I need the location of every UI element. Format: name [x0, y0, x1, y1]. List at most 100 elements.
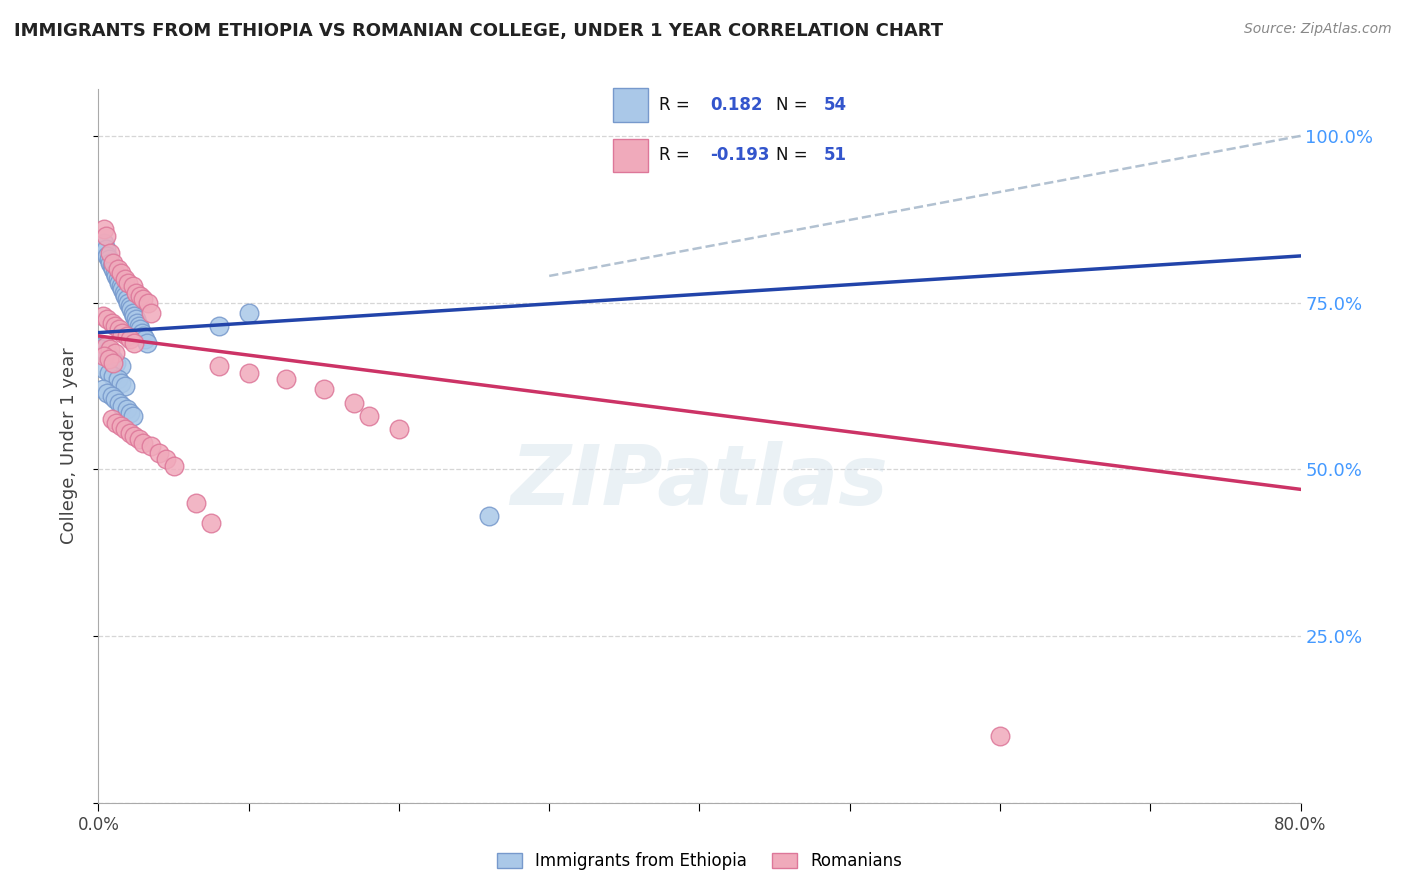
Text: ZIPatlas: ZIPatlas	[510, 442, 889, 522]
Point	[115, 329, 138, 343]
Text: 54: 54	[824, 96, 846, 114]
Point	[108, 276, 131, 290]
Point	[200, 516, 222, 530]
Point	[104, 345, 127, 359]
Point	[94, 242, 117, 256]
Point	[103, 262, 125, 277]
Point	[100, 255, 122, 269]
Point	[110, 376, 132, 390]
Point	[105, 356, 128, 370]
Bar	[613, 88, 648, 122]
Point	[96, 249, 118, 263]
Y-axis label: College, Under 1 year: College, Under 1 year	[59, 348, 77, 544]
Point	[117, 295, 139, 310]
Point	[96, 385, 118, 400]
Point	[97, 252, 120, 267]
Point	[101, 412, 124, 426]
Point	[125, 312, 148, 326]
Point	[155, 452, 177, 467]
Point	[139, 439, 162, 453]
Point	[125, 285, 148, 300]
Point	[129, 289, 152, 303]
Point	[103, 356, 125, 370]
Point	[148, 445, 170, 459]
Point	[117, 276, 139, 290]
Point	[103, 368, 125, 383]
Point	[129, 322, 152, 336]
Point	[110, 266, 132, 280]
Point	[128, 318, 150, 333]
Point	[93, 222, 115, 236]
Point	[122, 409, 145, 423]
Point	[114, 272, 136, 286]
Legend: Immigrants from Ethiopia, Romanians: Immigrants from Ethiopia, Romanians	[491, 846, 908, 877]
Point	[101, 316, 124, 330]
Point	[93, 349, 115, 363]
Text: -0.193: -0.193	[710, 146, 769, 164]
Text: Source: ZipAtlas.com: Source: ZipAtlas.com	[1244, 22, 1392, 37]
Point	[105, 416, 128, 430]
Text: 0.182: 0.182	[710, 96, 762, 114]
Point	[118, 299, 141, 313]
Point	[388, 422, 411, 436]
Point	[90, 343, 112, 357]
Point	[124, 335, 146, 350]
Point	[208, 359, 231, 373]
Bar	[613, 138, 648, 172]
Point	[105, 268, 128, 283]
Point	[94, 339, 117, 353]
Point	[104, 266, 127, 280]
Point	[238, 366, 260, 380]
Point	[94, 345, 117, 359]
Point	[114, 289, 136, 303]
Text: N =: N =	[776, 146, 807, 164]
Point	[104, 318, 127, 333]
Point	[97, 366, 120, 380]
Point	[107, 372, 129, 386]
Point	[101, 389, 124, 403]
Point	[107, 272, 129, 286]
Point	[114, 379, 136, 393]
Point	[91, 339, 114, 353]
Point	[110, 419, 132, 434]
Point	[343, 395, 366, 409]
Point	[134, 332, 156, 346]
Point	[93, 362, 115, 376]
Point	[208, 318, 231, 333]
Point	[131, 326, 153, 340]
Point	[110, 359, 132, 373]
Point	[127, 316, 149, 330]
Point	[100, 343, 122, 357]
Text: IMMIGRANTS FROM ETHIOPIA VS ROMANIAN COLLEGE, UNDER 1 YEAR CORRELATION CHART: IMMIGRANTS FROM ETHIOPIA VS ROMANIAN COL…	[14, 22, 943, 40]
Point	[122, 305, 145, 319]
Point	[97, 352, 120, 367]
Text: R =: R =	[659, 146, 690, 164]
Point	[108, 322, 131, 336]
Point	[111, 326, 134, 340]
Point	[238, 305, 260, 319]
Point	[107, 262, 129, 277]
Point	[122, 279, 145, 293]
Point	[91, 309, 114, 323]
Text: 51: 51	[824, 146, 846, 164]
Point	[111, 399, 134, 413]
Point	[114, 422, 136, 436]
Point	[357, 409, 380, 423]
Point	[132, 293, 155, 307]
Point	[115, 402, 138, 417]
Point	[276, 372, 298, 386]
Text: N =: N =	[776, 96, 807, 114]
Point	[91, 382, 114, 396]
Point	[124, 309, 146, 323]
Point	[132, 435, 155, 450]
Point	[184, 496, 207, 510]
Point	[110, 279, 132, 293]
Point	[136, 295, 159, 310]
Point	[162, 458, 184, 473]
Point	[100, 245, 122, 260]
Point	[103, 352, 125, 367]
Point	[112, 285, 135, 300]
Point	[108, 395, 131, 409]
Point	[115, 293, 138, 307]
Point	[312, 382, 335, 396]
